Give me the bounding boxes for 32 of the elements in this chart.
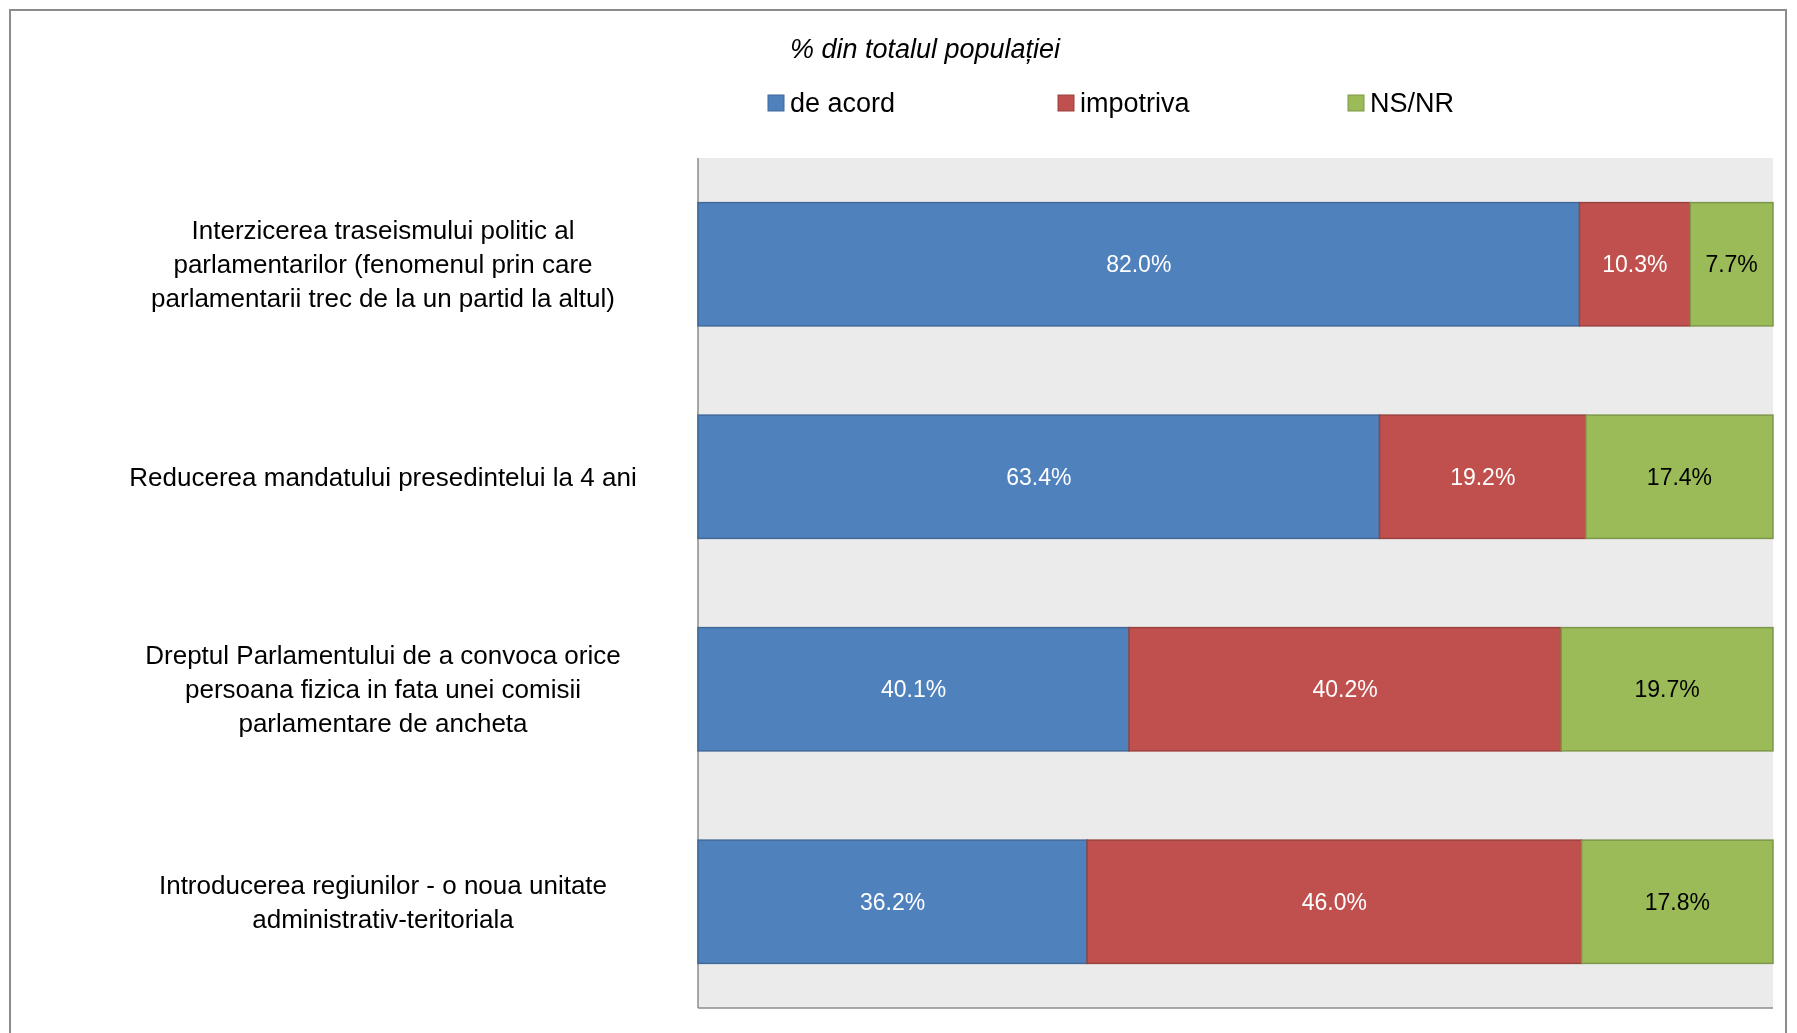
data-label: 19.2% bbox=[1450, 463, 1516, 490]
y-tick-label: Reducerea mandatului presedintelui la 4 ani bbox=[129, 461, 637, 492]
data-label: 40.2% bbox=[1312, 676, 1378, 703]
data-label: 82.0% bbox=[1106, 251, 1172, 278]
bar bbox=[697, 626, 1130, 752]
data-label: 40.1% bbox=[880, 676, 947, 703]
bar bbox=[697, 839, 1088, 965]
bar bbox=[1580, 839, 1774, 965]
data-label: 7.7% bbox=[1705, 251, 1758, 278]
bar bbox=[1585, 414, 1774, 540]
bar bbox=[697, 414, 1381, 540]
legend-label: de acord bbox=[790, 88, 896, 119]
chart-title: % din totalul populației bbox=[789, 34, 1062, 64]
data-label: 10.3% bbox=[1602, 251, 1668, 278]
bar bbox=[1560, 626, 1774, 752]
bar bbox=[697, 201, 1581, 327]
data-label: 46.0% bbox=[1301, 888, 1368, 915]
bar bbox=[1689, 201, 1774, 327]
data-label: 63.4% bbox=[1006, 463, 1072, 490]
y-tick-label: Dreptul Parlamentului de a convoca orice persoana fizica in fata unei comisii parlamentare de ancheta bbox=[145, 640, 621, 739]
data-label: 36.2% bbox=[859, 888, 926, 915]
bar bbox=[1578, 201, 1691, 327]
data-label: 17.8% bbox=[1644, 888, 1710, 915]
bar bbox=[1128, 626, 1562, 752]
data-label: 19.7% bbox=[1634, 676, 1700, 703]
y-tick-label: Introducerea regiunilor - o noua unitate administrativ-teritoriala bbox=[158, 869, 608, 934]
legend-label: impotriva bbox=[1080, 88, 1191, 119]
legend-label: NS/NR bbox=[1370, 88, 1455, 119]
y-tick-label: Interzicerea traseismului politic al parlamentarilor (fenomenul prin care parlamentarii trec de la un partid la altul) bbox=[151, 215, 615, 314]
bar bbox=[1378, 414, 1587, 540]
data-label: 17.4% bbox=[1646, 463, 1713, 490]
bar bbox=[1086, 839, 1583, 965]
